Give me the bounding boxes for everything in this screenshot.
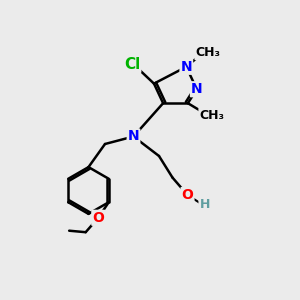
Text: O: O — [92, 211, 104, 225]
Text: O: O — [182, 188, 194, 202]
Text: N: N — [128, 130, 139, 143]
Text: N: N — [191, 82, 202, 96]
Text: N: N — [181, 60, 192, 74]
Text: Cl: Cl — [124, 57, 140, 72]
Text: H: H — [200, 197, 210, 211]
Text: CH₃: CH₃ — [200, 109, 224, 122]
Text: CH₃: CH₃ — [195, 46, 220, 59]
